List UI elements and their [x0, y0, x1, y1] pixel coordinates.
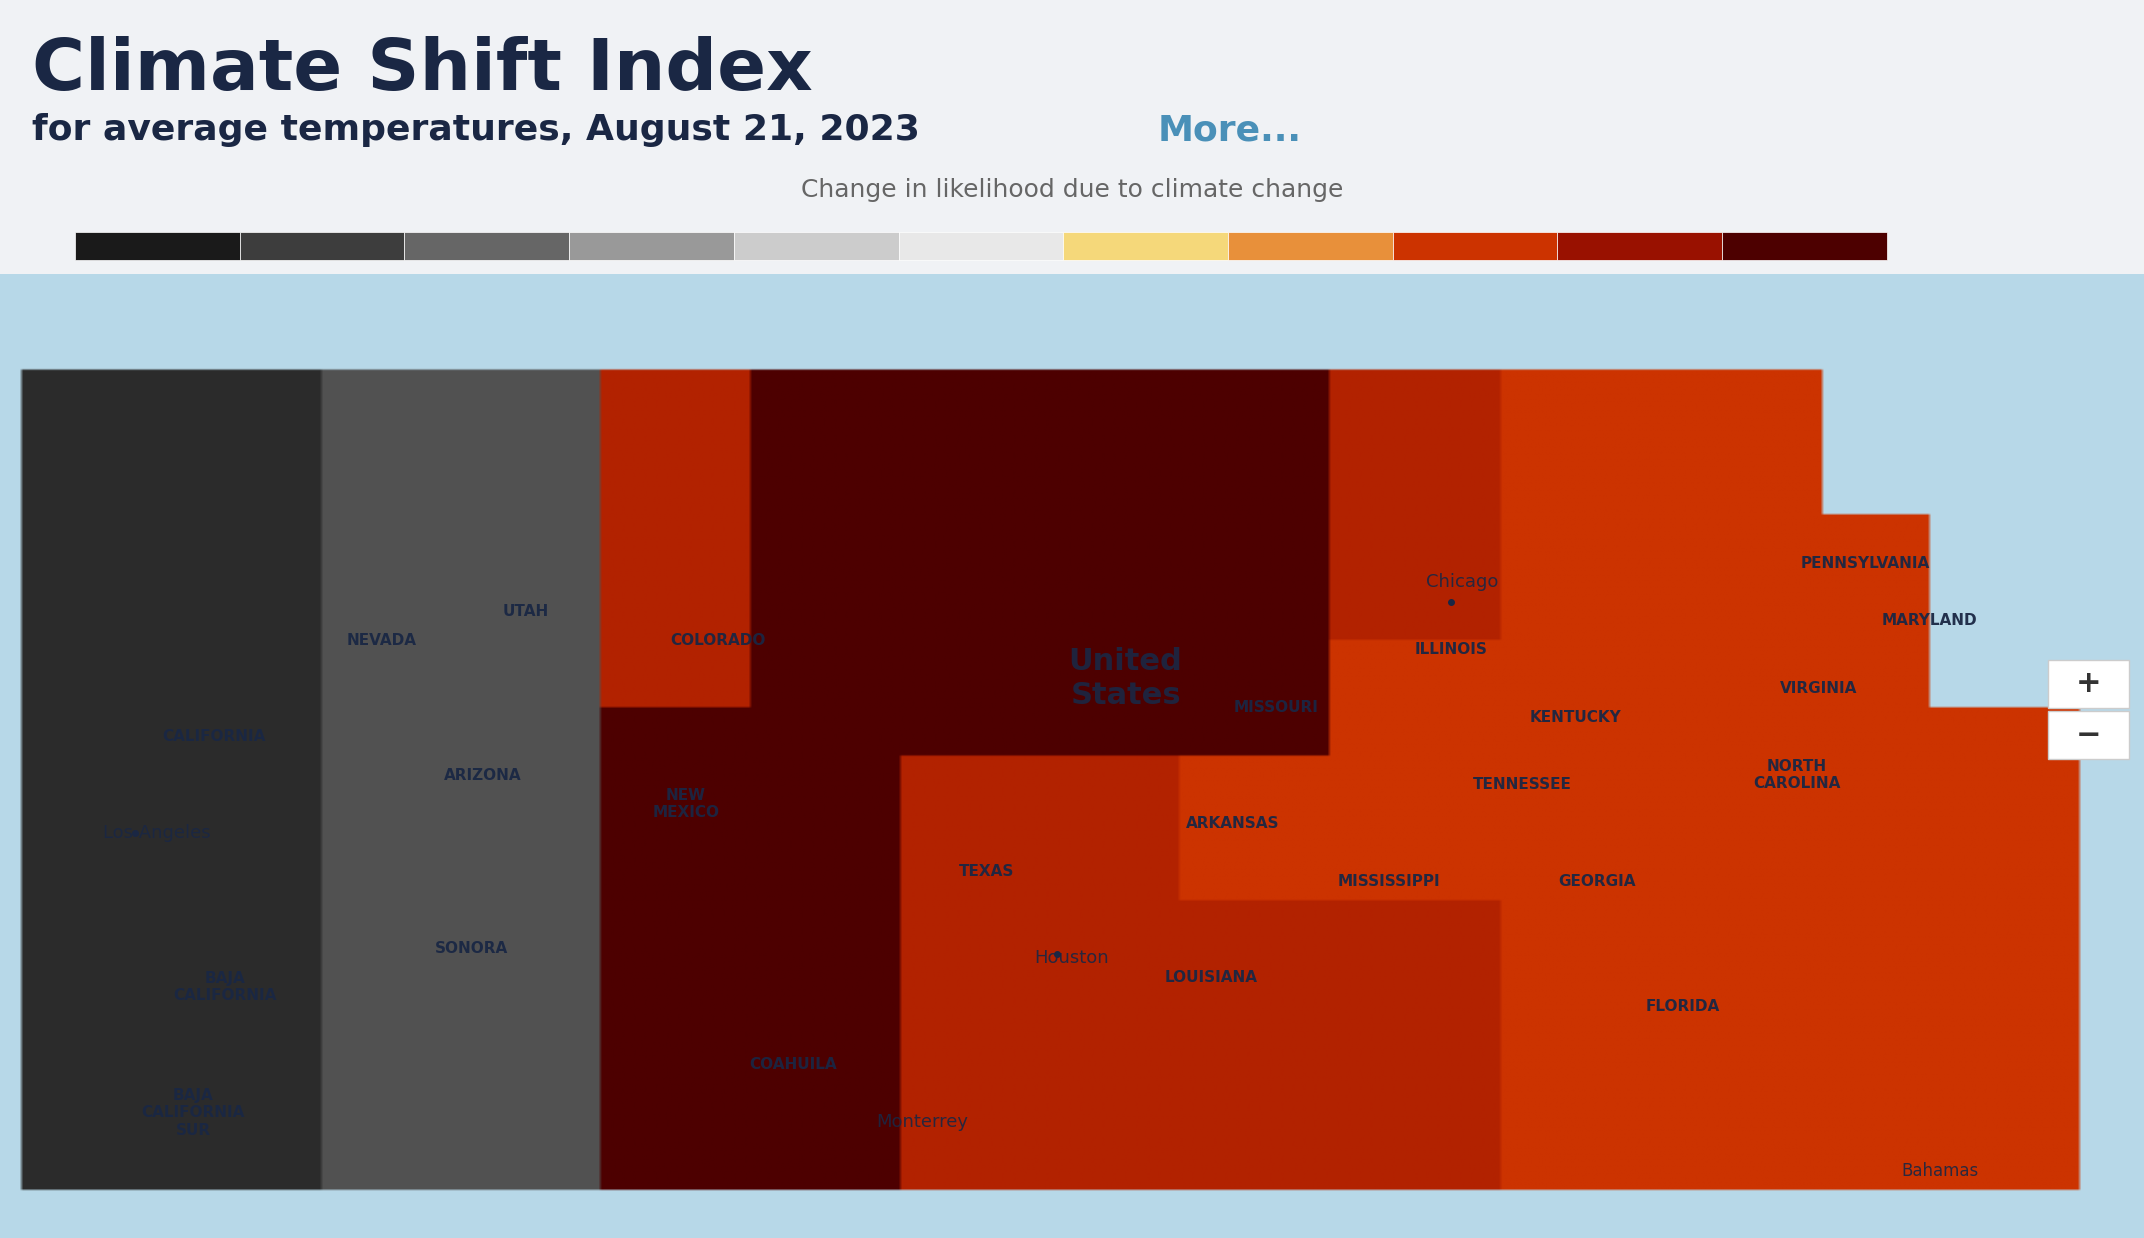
Text: UTAH: UTAH	[502, 604, 549, 619]
Text: VIRGINIA: VIRGINIA	[1780, 681, 1857, 696]
Text: FLORIDA: FLORIDA	[1647, 999, 1719, 1014]
Bar	[1394, 232, 1557, 260]
Text: PENNSYLVANIA: PENNSYLVANIA	[1801, 556, 1930, 571]
Text: ARKANSAS: ARKANSAS	[1186, 816, 1280, 831]
Bar	[75, 232, 240, 260]
Bar	[568, 232, 733, 260]
Text: Change in likelihood due to climate change: Change in likelihood due to climate chan…	[802, 178, 1342, 202]
Bar	[1557, 232, 1722, 260]
Text: 5: 5	[1797, 274, 1812, 297]
Bar	[1063, 232, 1229, 260]
Text: −: −	[2075, 721, 2101, 750]
Bar	[1722, 232, 1887, 260]
Text: COAHUILA: COAHUILA	[750, 1057, 836, 1072]
Text: LOUISIANA: LOUISIANA	[1164, 971, 1259, 985]
Text: CALIFORNIA: CALIFORNIA	[163, 729, 266, 744]
Text: Houston: Houston	[1036, 950, 1108, 967]
Bar	[405, 232, 568, 260]
Text: 2: 2	[1301, 274, 1319, 297]
Text: ARIZONA: ARIZONA	[444, 768, 521, 782]
Text: 4: 4	[1632, 274, 1649, 297]
Text: BAJA
CALIFORNIA
SUR: BAJA CALIFORNIA SUR	[142, 1088, 244, 1138]
FancyBboxPatch shape	[2048, 712, 2129, 759]
Text: NORTH
CAROLINA: NORTH CAROLINA	[1754, 759, 1840, 791]
Bar	[898, 232, 1063, 260]
Text: GEORGIA: GEORGIA	[1559, 874, 1636, 889]
Text: for average temperatures, August 21, 2023: for average temperatures, August 21, 202…	[32, 113, 920, 147]
Text: +: +	[2075, 670, 2101, 698]
Text: TEXAS: TEXAS	[958, 864, 1014, 879]
Text: KENTUCKY: KENTUCKY	[1531, 709, 1621, 724]
Text: COLORADO: COLORADO	[671, 633, 765, 647]
Text: United
States: United States	[1068, 647, 1183, 711]
Text: MISSISSIPPI: MISSISSIPPI	[1338, 874, 1441, 889]
Text: -2: -2	[639, 274, 665, 297]
Text: NEW
MEXICO: NEW MEXICO	[652, 787, 720, 821]
Text: 0: 0	[973, 274, 988, 297]
Bar	[733, 232, 898, 260]
Text: BAJA
CALIFORNIA: BAJA CALIFORNIA	[174, 971, 277, 1004]
FancyBboxPatch shape	[2048, 660, 2129, 708]
Text: Chicago: Chicago	[1426, 573, 1499, 592]
Text: -4: -4	[309, 274, 334, 297]
Bar	[240, 232, 405, 260]
Text: Climate Shift Index: Climate Shift Index	[32, 36, 813, 104]
Text: NEVADA: NEVADA	[347, 633, 416, 647]
Text: Los Angeles: Los Angeles	[103, 825, 210, 842]
Text: TENNESSEE: TENNESSEE	[1473, 777, 1572, 792]
Text: -1: -1	[804, 274, 830, 297]
Text: -5: -5	[146, 274, 169, 297]
Text: MISSOURI: MISSOURI	[1233, 701, 1319, 716]
Bar	[1229, 232, 1394, 260]
Text: Monterrey: Monterrey	[877, 1113, 967, 1132]
Text: -3: -3	[474, 274, 500, 297]
Text: ILLINOIS: ILLINOIS	[1415, 643, 1488, 657]
Text: 3: 3	[1466, 274, 1484, 297]
Text: 1: 1	[1138, 274, 1153, 297]
Text: MARYLAND: MARYLAND	[1882, 613, 1977, 629]
Text: More...: More...	[1158, 113, 1301, 147]
Text: SONORA: SONORA	[435, 941, 508, 956]
Text: Bahamas: Bahamas	[1902, 1161, 1979, 1180]
